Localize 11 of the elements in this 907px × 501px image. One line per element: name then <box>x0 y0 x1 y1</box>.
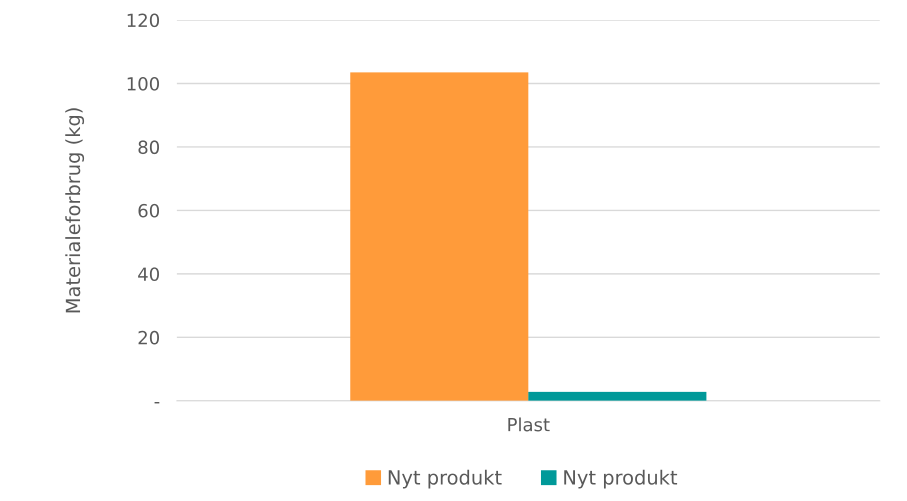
y-tick-label: 100 <box>128 76 159 91</box>
y-tick-label: 40 <box>138 267 159 281</box>
legend-label: Nyt produkt <box>388 470 502 489</box>
legend-label: Nyt produkt <box>564 470 678 489</box>
y-tick-label: 120 <box>128 14 159 28</box>
y-tick-label: 60 <box>138 204 159 218</box>
y-tick-label: - <box>154 402 160 404</box>
x-tick-label: Plast <box>508 417 550 432</box>
y-axis-title: Materialeforbrug (kg) <box>65 108 84 312</box>
y-tick-label: 20 <box>138 330 159 344</box>
y-tick-label: 80 <box>138 140 159 154</box>
